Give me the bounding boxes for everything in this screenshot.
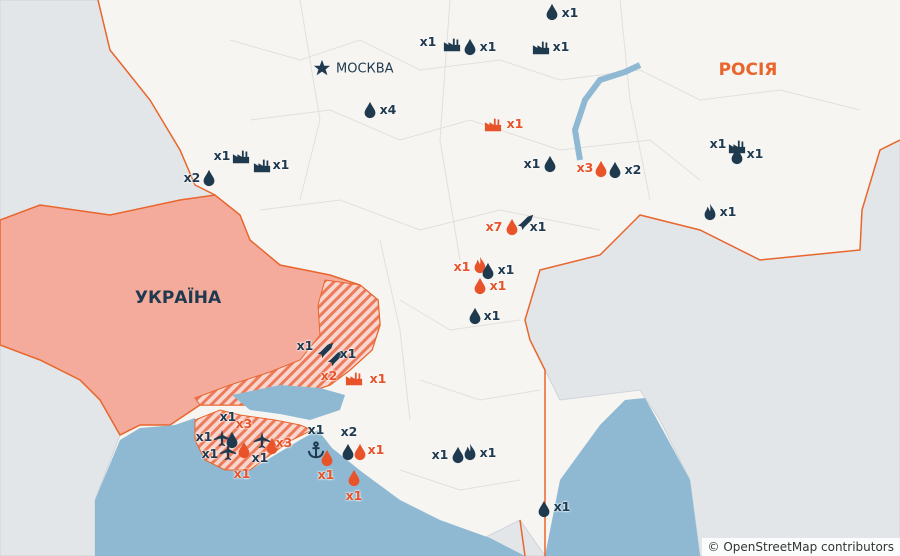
- caspian-sea: [545, 398, 700, 556]
- country-label-ukraine: УКРАЇНА: [134, 288, 222, 308]
- marker-count-label: x3: [235, 416, 253, 431]
- region-borders: [229, 0, 861, 491]
- marker-count-label: x1: [497, 262, 515, 277]
- marker-count-label: x1: [419, 34, 437, 49]
- marker-count-label: x1: [213, 148, 231, 163]
- oil-drop-icon[interactable]: [223, 431, 241, 449]
- plane-icon[interactable]: [219, 443, 237, 461]
- oil-drop-icon[interactable]: [263, 437, 281, 455]
- marker-count-label: x4: [379, 102, 397, 117]
- marker-count-label: x1: [317, 467, 335, 482]
- russia-border: [97, 0, 900, 556]
- marker-count-label: x1: [479, 445, 497, 460]
- factory-icon[interactable]: [232, 147, 250, 165]
- missile-icon[interactable]: [317, 341, 335, 359]
- oil-drop-icon[interactable]: [351, 443, 369, 461]
- oil-drop-icon[interactable]: [541, 155, 559, 173]
- oil-drop-icon[interactable]: [200, 169, 218, 187]
- city-label-moscow: МОСКВА: [336, 61, 394, 77]
- oil-drop-icon[interactable]: [345, 469, 363, 487]
- marker-count-label: x1: [219, 409, 237, 424]
- oil-drop-icon[interactable]: [606, 161, 624, 179]
- oil-drop-icon[interactable]: [449, 446, 467, 464]
- marker-count-label: x2: [183, 170, 201, 185]
- oil-drop-icon[interactable]: [471, 277, 489, 295]
- marker-count-label: x1: [345, 488, 363, 503]
- marker-count-label: x1: [453, 259, 471, 274]
- oil-drop-icon[interactable]: [592, 160, 610, 178]
- oil-drop-icon[interactable]: [535, 500, 553, 518]
- oil-drop-icon[interactable]: [318, 449, 336, 467]
- oil-drop-icon[interactable]: [728, 147, 746, 165]
- oil-drop-icon[interactable]: [361, 101, 379, 119]
- marker-count-label: x1: [529, 219, 547, 234]
- marker-count-label: x1: [746, 146, 764, 161]
- oil-drop-icon[interactable]: [503, 218, 521, 236]
- missile-icon[interactable]: [517, 213, 535, 231]
- oil-drop-icon[interactable]: [339, 443, 357, 461]
- fire-icon[interactable]: [461, 443, 479, 461]
- marker-count-label: x1: [709, 136, 727, 151]
- marker-count-label: x1: [296, 338, 314, 353]
- plane-icon[interactable]: [213, 429, 231, 447]
- marker-count-label: x1: [307, 422, 325, 437]
- marker-count-label: x1: [561, 5, 579, 20]
- crimea: [194, 409, 314, 471]
- marker-count-label: x2: [624, 162, 642, 177]
- marker-count-label: x1: [272, 157, 290, 172]
- anchor-icon[interactable]: [307, 441, 325, 459]
- marker-count-label: x7: [485, 219, 503, 234]
- marker-count-label: x1: [339, 346, 357, 361]
- marker-count-label: x1: [523, 156, 541, 171]
- marker-count-label: x1: [251, 450, 269, 465]
- marker-count-label: x1: [552, 39, 570, 54]
- marker-count-label: x1: [233, 466, 251, 481]
- factory-icon[interactable]: [253, 156, 271, 174]
- factory-icon[interactable]: [484, 115, 502, 133]
- black-sea: [95, 418, 525, 556]
- factory-icon[interactable]: [443, 35, 461, 53]
- plane-icon[interactable]: [253, 431, 271, 449]
- marker-count-label: x1: [201, 446, 219, 461]
- marker-count-label: x1: [506, 116, 524, 131]
- marker-count-label: x1: [479, 39, 497, 54]
- marker-count-label: x1: [431, 447, 449, 462]
- country-label-russia: РОСІЯ: [718, 60, 778, 80]
- oil-drop-icon[interactable]: [461, 38, 479, 56]
- marker-count-label: x1: [367, 442, 385, 457]
- oil-drop-icon[interactable]: [466, 307, 484, 325]
- fire-icon[interactable]: [701, 203, 719, 221]
- marker-count-label: x1: [483, 308, 501, 323]
- sea-of-azov: [232, 385, 345, 420]
- fire-icon[interactable]: [471, 256, 489, 274]
- marker-count-label: x1: [489, 278, 507, 293]
- marker-count-label: x3: [576, 160, 594, 175]
- star-icon: [313, 59, 331, 76]
- marker-count-label: x1: [553, 499, 571, 514]
- marker-count-label: x2: [340, 424, 358, 439]
- marker-count-label: x1: [719, 204, 737, 219]
- oil-drop-icon[interactable]: [543, 3, 561, 21]
- oil-drop-icon[interactable]: [235, 441, 253, 459]
- oil-drop-icon[interactable]: [479, 262, 497, 280]
- missile-icon[interactable]: [327, 349, 345, 367]
- volgograd-reservoir: [571, 62, 642, 161]
- marker-count-label: x2: [320, 368, 338, 383]
- factory-icon[interactable]: [532, 38, 550, 56]
- factory-icon[interactable]: [345, 369, 363, 387]
- map-attribution[interactable]: © OpenStreetMap contributors: [701, 538, 900, 556]
- factory-icon[interactable]: [728, 137, 746, 155]
- marker-count-label: x1: [369, 371, 387, 386]
- marker-count-label: x3: [275, 435, 293, 450]
- marker-count-label: x1: [195, 429, 213, 444]
